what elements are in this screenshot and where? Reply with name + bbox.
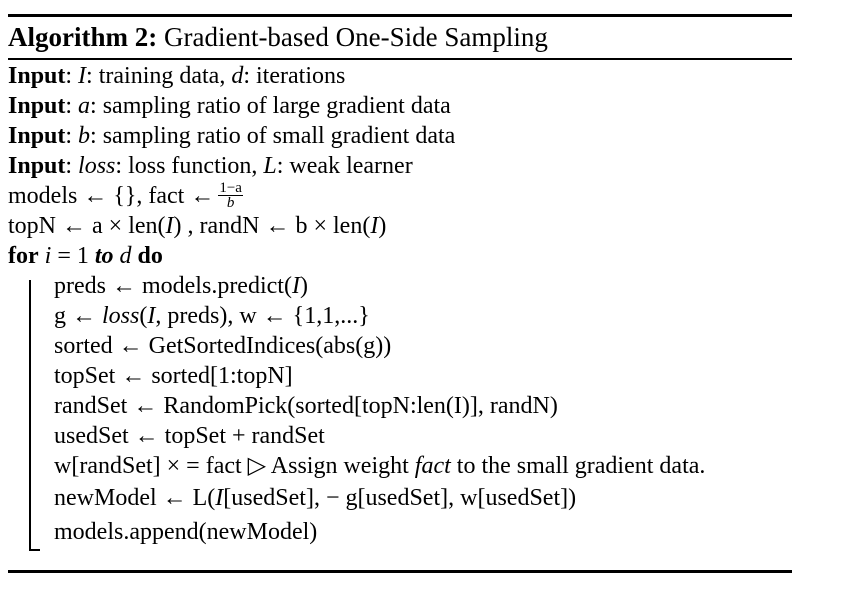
math-var: i <box>44 243 52 269</box>
input-line-4: Input: loss: loss function, L: weak lear… <box>8 153 413 179</box>
code-text: [usedSet], − g[usedSet], w[usedSet]) <box>223 485 577 511</box>
loop-stmt-6: usedSet ← topSet + randSet <box>54 422 325 450</box>
code-text: , preds), w ← {1,1,...} <box>155 303 370 329</box>
math-var: L <box>263 153 277 179</box>
code-text: randSet ← RandomPick(sorted[topN:len(I)]… <box>54 393 558 419</box>
code-text: sorted ← GetSortedIndices(abs(g)) <box>54 333 392 359</box>
code-text: ( <box>139 303 148 329</box>
input-keyword: Input <box>8 123 66 149</box>
code-text: w[randSet] × = fact ▷ Assign weight <box>54 453 415 479</box>
math-var: I <box>291 273 300 299</box>
loop-stmt-5: randSet ← RandomPick(sorted[topN:len(I)]… <box>54 392 558 420</box>
math-var: d <box>231 63 244 89</box>
keyword-to: to <box>94 243 114 269</box>
math-var: I <box>147 303 156 329</box>
keyword-for: for <box>8 243 39 269</box>
math-var: b <box>78 123 91 149</box>
input-text: : weak learner <box>276 153 413 179</box>
code-text: topN ← a × len( <box>8 213 166 239</box>
input-keyword: Input <box>8 93 66 119</box>
code-text: preds ← models.predict( <box>54 273 292 299</box>
algorithm-title: Algorithm 2: Gradient-based One-Side Sam… <box>8 17 548 57</box>
math-var: a <box>78 93 91 119</box>
code-text: g ← <box>54 303 102 329</box>
top-rule <box>8 14 792 17</box>
loop-stmt-7: w[randSet] × = fact ▷ Assign weight fact… <box>54 452 705 480</box>
code-text: models ← {}, fact ← <box>8 183 215 209</box>
loop-stmt-2: g ← loss(I, preds), w ← {1,1,...} <box>54 302 370 330</box>
fraction-denominator: b <box>226 194 235 211</box>
comment-text: to the small gradient data. <box>450 453 706 479</box>
math-var: I <box>215 485 224 511</box>
loop-body-foot <box>29 549 40 551</box>
loop-body-bar <box>29 280 31 550</box>
input-line-1: Input: I: training data, d: iterations <box>8 63 346 89</box>
input-keyword: Input <box>8 153 66 179</box>
code-text: newModel ← L( <box>54 485 216 511</box>
loop-stmt-9: models.append(newModel) <box>54 518 317 546</box>
algorithm-title-text: Gradient-based One-Side Sampling <box>163 22 548 52</box>
fraction-numerator: 1−a <box>218 179 243 196</box>
input-text: : iterations <box>243 63 346 89</box>
input-line-2: Input: a: sampling ratio of large gradie… <box>8 93 451 119</box>
init-line-1: models ← {}, fact ← 1−a b <box>8 179 243 211</box>
code-text: = 1 <box>51 243 95 269</box>
input-text: : loss function, <box>115 153 264 179</box>
init-line-2: topN ← a × len(I) , randN ← b × len(I) <box>8 212 386 240</box>
keyword-do: do <box>137 243 163 269</box>
code-text: ) <box>299 273 308 299</box>
math-var: I <box>370 213 379 239</box>
fraction: 1−a b <box>218 179 243 211</box>
math-var: I <box>165 213 174 239</box>
math-var: loss <box>102 303 140 329</box>
loop-stmt-8: newModel ← L(I[usedSet], − g[usedSet], w… <box>54 484 576 512</box>
code-text: models.append(newModel) <box>54 519 318 545</box>
math-var: I <box>78 63 87 89</box>
input-text: : sampling ratio of large gradient data <box>90 93 451 119</box>
loop-stmt-1: preds ← models.predict(I) <box>54 272 308 300</box>
loop-stmt-3: sorted ← GetSortedIndices(abs(g)) <box>54 332 391 360</box>
loop-stmt-4: topSet ← sorted[1:topN] <box>54 362 293 390</box>
input-text: : sampling ratio of small gradient data <box>90 123 456 149</box>
math-var: loss <box>78 153 116 179</box>
title-rule <box>8 58 792 60</box>
math-var: fact <box>414 453 451 479</box>
code-text: topSet ← sorted[1:topN] <box>54 363 293 389</box>
input-line-3: Input: b: sampling ratio of small gradie… <box>8 123 456 149</box>
code-text: usedSet ← topSet + randSet <box>54 423 325 449</box>
bottom-rule <box>8 570 792 573</box>
algorithm-title-label: Algorithm 2: <box>8 22 158 52</box>
input-keyword: Input <box>8 63 66 89</box>
input-text: : training data, <box>86 63 232 89</box>
math-var: d <box>119 243 132 269</box>
code-text: ) , randN ← b × len( <box>173 213 371 239</box>
for-loop-header: for i = 1 to d do <box>8 242 163 270</box>
code-text: ) <box>378 213 387 239</box>
